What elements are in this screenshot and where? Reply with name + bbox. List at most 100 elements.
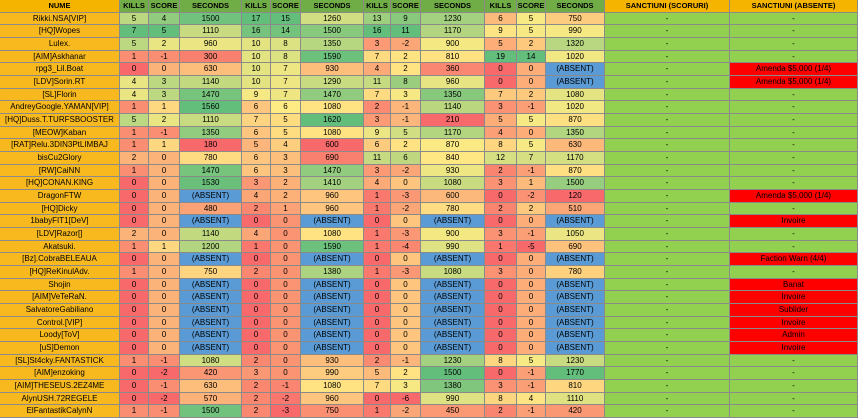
sanction: -	[605, 316, 730, 330]
absent-cell: (ABSENT)	[180, 329, 242, 342]
cell: 2	[485, 405, 517, 418]
cell: 0	[242, 291, 271, 304]
sanction: -	[730, 164, 858, 178]
sanction: Admin	[730, 329, 858, 342]
cell: 15	[271, 12, 301, 26]
cell: 960	[421, 76, 485, 89]
cell: 870	[546, 164, 605, 178]
cell: 570	[180, 392, 242, 406]
cell: 7	[517, 152, 546, 165]
cell: -2	[517, 190, 546, 203]
cell: 1	[364, 190, 391, 203]
player-name: [RAT]Relu.3DIN3PtLIMBAJ	[0, 139, 120, 152]
absent-cell: (ABSENT)	[421, 278, 485, 292]
cell: 0	[517, 304, 546, 317]
cell: 0	[271, 291, 301, 304]
sanction: -	[605, 114, 730, 127]
cell: 3	[364, 164, 391, 178]
cell: 1	[364, 228, 391, 241]
cell: 780	[546, 266, 605, 279]
cell: 420	[180, 367, 242, 380]
cell: 2	[364, 354, 391, 368]
player-name: AlynUSH.72REGELE	[0, 392, 120, 406]
cell: 7	[364, 88, 391, 102]
cell: 6	[364, 139, 391, 152]
sanction: -	[730, 12, 858, 26]
cell: 1350	[180, 126, 242, 140]
cell: 1620	[301, 114, 364, 127]
cell: 2	[242, 380, 271, 393]
cell: 1200	[180, 240, 242, 254]
sanction: -	[605, 278, 730, 292]
cell: 3	[242, 367, 271, 380]
cell: 0	[485, 329, 517, 342]
cell: 1	[271, 202, 301, 216]
cell: 1350	[301, 38, 364, 51]
cell: 0	[149, 177, 180, 190]
sanction: -	[730, 114, 858, 127]
cell: 2	[149, 114, 180, 127]
cell: 2	[242, 392, 271, 406]
sanction: -	[605, 88, 730, 102]
sanction: -	[605, 38, 730, 51]
cell: 2	[517, 88, 546, 102]
cell: 1380	[421, 380, 485, 393]
absent-cell: (ABSENT)	[301, 316, 364, 330]
cell: 4	[242, 190, 271, 203]
cell: 10	[242, 50, 271, 64]
cell: 6	[242, 126, 271, 140]
cell: 0	[517, 329, 546, 342]
cell: 870	[421, 139, 485, 152]
cell: 0	[485, 342, 517, 355]
player-name: DragonFTW	[0, 190, 120, 203]
cell: 4	[364, 177, 391, 190]
cell: 780	[421, 202, 485, 216]
cell: 1590	[301, 50, 364, 64]
cell: 0	[120, 329, 149, 342]
cell: 0	[517, 291, 546, 304]
cell: 1	[485, 240, 517, 254]
cell: 2	[242, 202, 271, 216]
player-name: SalvatoreGabiliano	[0, 304, 120, 317]
cell: 630	[180, 380, 242, 393]
sanction: -	[605, 76, 730, 89]
cell: 1260	[301, 12, 364, 26]
cell: 1470	[301, 164, 364, 178]
cell: 0	[120, 304, 149, 317]
cell: 4	[149, 12, 180, 26]
cell: 900	[421, 38, 485, 51]
absent-cell: (ABSENT)	[421, 316, 485, 330]
cell: 1110	[180, 25, 242, 38]
header-cell: SCORE	[149, 0, 180, 13]
sanction: -	[730, 25, 858, 38]
cell: 16	[364, 25, 391, 38]
cell: 750	[546, 12, 605, 26]
cell: 0	[242, 342, 271, 355]
sanction: -	[605, 12, 730, 26]
cell: 0	[242, 215, 271, 228]
cell: 0	[485, 316, 517, 330]
cell: 1230	[546, 354, 605, 368]
cell: 1140	[180, 76, 242, 89]
sanction: -	[605, 63, 730, 76]
cell: 0	[149, 278, 180, 292]
header-cell: NUME	[0, 0, 120, 13]
player-name: [HQ]ReKinulAdv.	[0, 266, 120, 279]
absent-cell: (ABSENT)	[301, 329, 364, 342]
sanction: Invoire	[730, 316, 858, 330]
cell: 0	[120, 253, 149, 266]
cell: 2	[485, 202, 517, 216]
cell: -2	[391, 202, 421, 216]
cell: 1170	[546, 152, 605, 165]
absent-cell: (ABSENT)	[546, 329, 605, 342]
cell: 0	[485, 63, 517, 76]
cell: 0	[485, 367, 517, 380]
cell: 1080	[421, 266, 485, 279]
cell: -5	[517, 240, 546, 254]
sanction: -	[605, 190, 730, 203]
cell: 6	[242, 101, 271, 114]
sanction: -	[605, 50, 730, 64]
cell: 1080	[301, 380, 364, 393]
player-name: [HQ]Wopes	[0, 25, 120, 38]
player-name: AndreyGoogle.YAMAN[VIP]	[0, 101, 120, 114]
